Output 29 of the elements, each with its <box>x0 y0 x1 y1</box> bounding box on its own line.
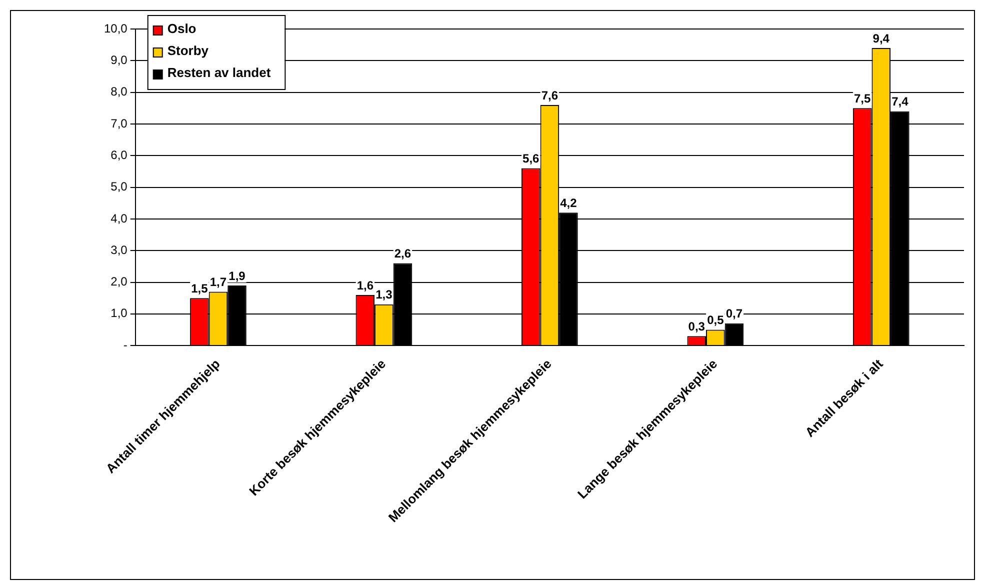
data-label: 0,3 <box>688 319 706 334</box>
data-label: 4,2 <box>560 196 578 210</box>
data-label: 1,7 <box>210 275 227 290</box>
data-label: 5,6 <box>522 152 540 166</box>
legend-label: Oslo <box>167 21 196 36</box>
y-tick-label: - <box>123 338 128 352</box>
y-tick-label: 5,0 <box>110 180 128 194</box>
data-label: 7,4 <box>892 94 909 109</box>
y-tick-label: 8,0 <box>110 84 128 99</box>
data-label: 9,4 <box>872 31 890 46</box>
y-tick-label: 4,0 <box>110 211 128 226</box>
y-tick-label: 2,0 <box>110 274 128 289</box>
data-label: 1,9 <box>228 268 246 283</box>
legend-label: Resten av landet <box>167 65 272 80</box>
data-label: 7,6 <box>541 88 558 102</box>
y-tick-label: 3,0 <box>110 242 128 257</box>
data-label: 2,6 <box>394 246 412 261</box>
y-tick-label: 7,0 <box>110 116 128 130</box>
data-label: 0,7 <box>726 306 743 321</box>
y-tick-label: 10,0 <box>104 21 128 36</box>
data-label: 1,6 <box>356 278 374 292</box>
data-label: 0,5 <box>707 313 724 328</box>
y-tick-label: 9,0 <box>110 52 128 67</box>
data-label: 1,5 <box>191 281 208 296</box>
legend-label: Storby <box>167 43 210 58</box>
y-tick-label: 6,0 <box>110 148 128 162</box>
data-label: 7,5 <box>854 91 872 106</box>
y-tick-label: 1,0 <box>110 306 128 320</box>
data-label: 1,3 <box>376 288 393 302</box>
